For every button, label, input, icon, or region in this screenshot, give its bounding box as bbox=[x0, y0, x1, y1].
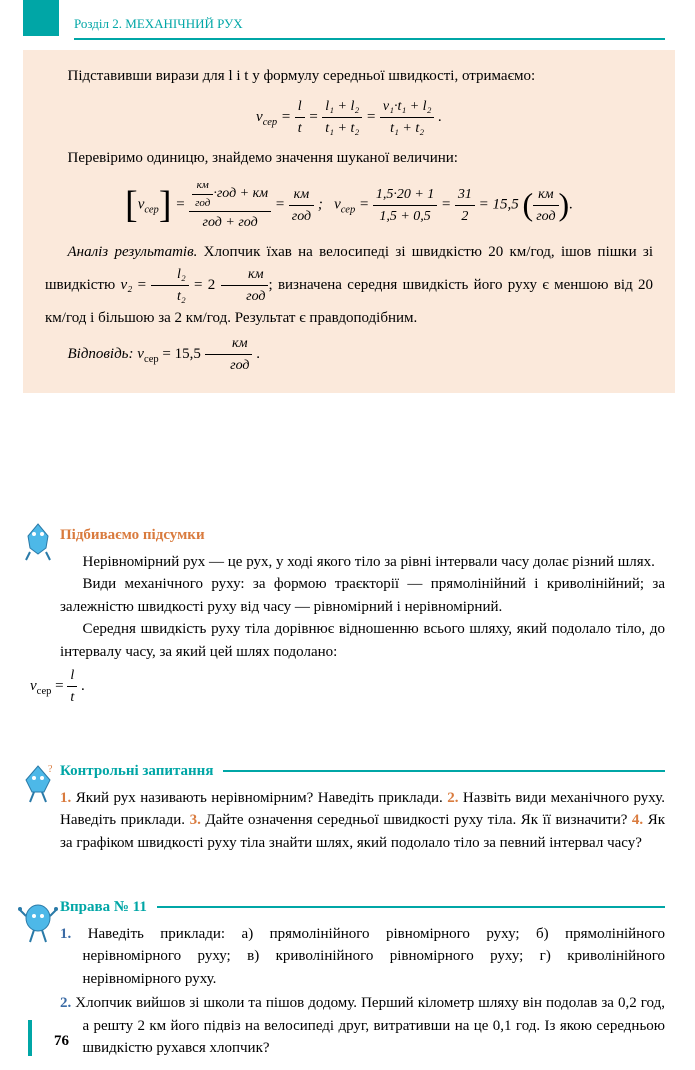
solution-intro: Підставивши вирази для l і t у формулу с… bbox=[45, 65, 653, 88]
chapter-header: Розділ 2. МЕХАНІЧНИЙ РУХ bbox=[74, 14, 665, 40]
page-number: 76 bbox=[54, 1030, 69, 1053]
check-units: Перевіримо одиницю, знайдемо значення шу… bbox=[45, 147, 653, 170]
summary-formula: vсер = lt . bbox=[30, 665, 665, 708]
mascot-questions-icon: ? bbox=[20, 762, 56, 804]
mascot-summary-icon bbox=[20, 520, 56, 562]
page-side-bar bbox=[28, 1020, 32, 1056]
summary-area: Підбиваємо підсумки Нерівномірний рух — … bbox=[60, 524, 665, 708]
svg-text:?: ? bbox=[48, 764, 53, 775]
exercise-title: Вправа № 11 bbox=[60, 896, 665, 919]
questions-area: Контрольні запитання 1. Який рух називаю… bbox=[60, 760, 665, 854]
exercise-list: 1. Наведіть приклади: а) прямолінійного … bbox=[60, 923, 665, 1060]
questions-text: 1. Який рух називають нерівномірним? Нав… bbox=[60, 787, 665, 855]
formula-1: vсер = lt = l₁ + l₂t₁ + t₂ = v₁·t₁ + l₂t… bbox=[45, 96, 653, 139]
questions-title: Контрольні запитання bbox=[60, 760, 665, 783]
summary-p2: Види механічного руху: за формою траєкто… bbox=[60, 573, 665, 618]
mascot-exercise-icon bbox=[18, 898, 58, 944]
solution-box: Підставивши вирази для l і t у формулу с… bbox=[23, 50, 675, 393]
answer: Відповідь: vсер = 15,5 кмгод . bbox=[45, 333, 653, 376]
header-square bbox=[23, 0, 59, 36]
formula-2: [vсер] = кмгод·год + км год + год = кмго… bbox=[45, 177, 653, 233]
summary-p3: Середня швидкість руху тіла дорівнює від… bbox=[60, 618, 665, 663]
summary-title: Підбиваємо підсумки bbox=[60, 524, 665, 547]
analysis: Аналіз результатів. Хлопчик їхав на вело… bbox=[45, 241, 653, 329]
summary-p1: Нерівномірний рух — це рух, у ході якого… bbox=[60, 551, 665, 574]
exercise-area: Вправа № 11 1. Наведіть приклади: а) пря… bbox=[60, 896, 665, 1062]
